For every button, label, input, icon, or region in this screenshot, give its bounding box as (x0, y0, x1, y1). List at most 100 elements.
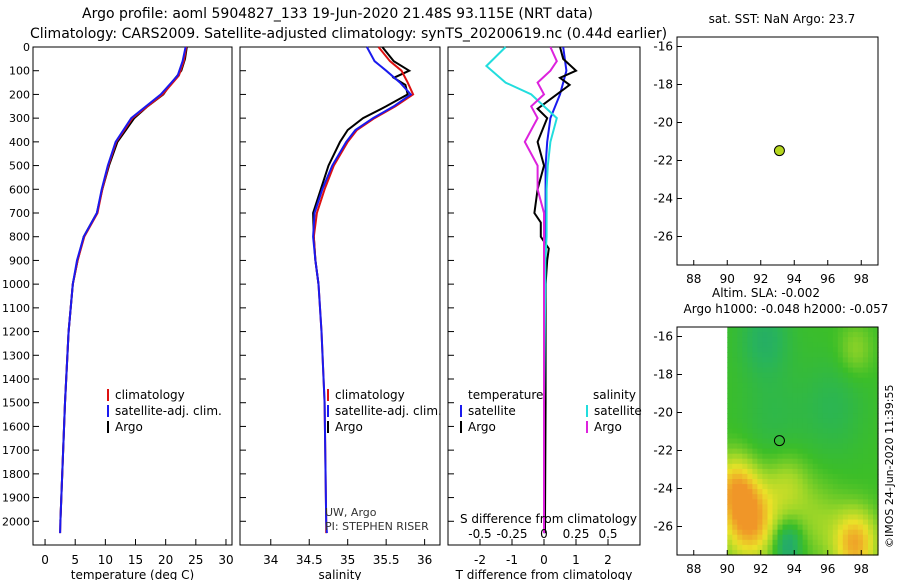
sla-heatmap-cell (787, 504, 794, 510)
sla-heatmap-cell (797, 448, 804, 455)
sla-heatmap-cell (873, 468, 879, 475)
sla-heatmap-cell (782, 443, 789, 450)
sla-heatmap-cell (827, 539, 834, 546)
sla-heatmap-cell (822, 352, 829, 358)
sla-heatmap-cell (832, 529, 839, 536)
sla-heatmap-cell (837, 489, 844, 495)
sla-heatmap-cell (842, 514, 849, 521)
sla-heatmap-cell (832, 468, 839, 475)
sla-heatmap-cell (767, 362, 774, 369)
difference-x-label: T difference from climatology (455, 568, 633, 580)
sla-heatmap-cell (802, 362, 809, 369)
sla_map-y-tick-label: -22 (653, 444, 673, 458)
sla-heatmap-cell (847, 499, 854, 505)
sla-heatmap-cell (827, 473, 834, 480)
depth-tick-label: 800 (9, 231, 30, 244)
sla-heatmap-cell (812, 332, 819, 338)
temperature-x-tick-label: 0 (41, 553, 49, 567)
sla-heatmap-cell (847, 397, 854, 404)
sla-heatmap-cell (782, 332, 789, 338)
sla-heatmap-cell (817, 327, 824, 333)
sla-heatmap-cell (822, 438, 829, 445)
sla-heatmap-cell (777, 413, 784, 419)
sla-heatmap-cell (827, 514, 834, 521)
sla-heatmap-cell (772, 544, 779, 551)
sla-heatmap-cell (817, 509, 824, 516)
sla-heatmap-cell (777, 468, 784, 475)
sla-heatmap-cell (777, 453, 784, 460)
sla-heatmap-cell (862, 458, 869, 465)
sla-heatmap-cell (847, 387, 854, 394)
sla-heatmap-cell (767, 549, 774, 556)
sla-heatmap-cell (832, 382, 839, 389)
sla-heatmap-cell (732, 514, 738, 521)
sla-heatmap-cell (847, 479, 854, 485)
salinity-annotation-2: PI: STEPHEN RISER (325, 520, 429, 533)
sla-heatmap-cell (832, 362, 839, 369)
sla-heatmap-cell (842, 392, 849, 399)
sla-heatmap-cell (732, 468, 738, 475)
depth-tick-label: 1500 (2, 397, 30, 410)
sla-heatmap-cell (857, 549, 864, 556)
sla-heatmap-cell (832, 387, 839, 394)
sla-heatmap-cell (752, 438, 758, 445)
sla-heatmap-cell (862, 413, 869, 419)
sla-heatmap-cell (862, 428, 869, 434)
sla-heatmap-cell (812, 423, 819, 429)
sla-heatmap-cell (837, 519, 844, 526)
sla-heatmap-cell (837, 342, 844, 348)
sla-heatmap-cell (802, 448, 809, 455)
sla-heatmap-cell (822, 357, 829, 364)
sla-heatmap-cell (862, 453, 869, 460)
sla-heatmap-cell (837, 529, 844, 536)
sla-heatmap-cell (827, 372, 834, 379)
sla-heatmap-cell (767, 342, 774, 348)
sla-heatmap-cell (732, 327, 738, 333)
sla-heatmap-cell (812, 428, 819, 434)
sla-heatmap-cell (737, 458, 743, 465)
sla-heatmap-cell (837, 352, 844, 358)
sla-heatmap-cell (747, 337, 753, 343)
sla-heatmap-cell (777, 397, 784, 404)
sla-heatmap-cell (817, 524, 824, 531)
sla-heatmap-cell (832, 534, 839, 541)
sla-heatmap-cell (802, 509, 809, 516)
sla-heatmap-cell (757, 408, 763, 414)
sla-heatmap-cell (792, 534, 799, 541)
sla-heatmap-cell (787, 534, 794, 541)
sla-heatmap-cell (852, 433, 859, 440)
sla-heatmap-cell (787, 327, 794, 333)
sla-heatmap-cell (757, 479, 763, 485)
sla-heatmap-cell (727, 463, 733, 470)
sla-heatmap-cell (802, 499, 809, 505)
sla-heatmap-cell (812, 337, 819, 343)
sla-heatmap-cell (868, 347, 874, 353)
sla-heatmap-cell (852, 438, 859, 445)
sla-heatmap-cell (802, 392, 809, 399)
sla-heatmap-cell (727, 499, 733, 505)
sla-heatmap-cell (837, 473, 844, 480)
sla-heatmap-cell (868, 519, 874, 526)
sla-heatmap-cell (772, 332, 779, 338)
sla-heatmap-cell (727, 423, 733, 429)
sla-heatmap-cell (827, 494, 834, 500)
sla-heatmap-cell (812, 448, 819, 455)
sla-heatmap-cell (797, 377, 804, 384)
sla-heatmap-cell (802, 327, 809, 333)
sla-heatmap-cell (787, 448, 794, 455)
sla-heatmap-cell (747, 327, 753, 333)
sla-heatmap-cell (802, 453, 809, 460)
sla-heatmap-cell (868, 544, 874, 551)
sla-heatmap-cell (807, 372, 814, 379)
sla-heatmap-cell (857, 423, 864, 429)
sla-heatmap-cell (827, 413, 834, 419)
sla-heatmap-cell (752, 347, 758, 353)
sla-heatmap-cell (737, 342, 743, 348)
sla-heatmap-cell (857, 428, 864, 434)
sla-heatmap-cell (873, 448, 879, 455)
sla-heatmap-cell (842, 403, 849, 409)
sla-heatmap-cell (797, 509, 804, 516)
sla-heatmap-cell (817, 539, 824, 546)
sla-heatmap-cell (847, 458, 854, 465)
sla-heatmap-cell (787, 423, 794, 429)
